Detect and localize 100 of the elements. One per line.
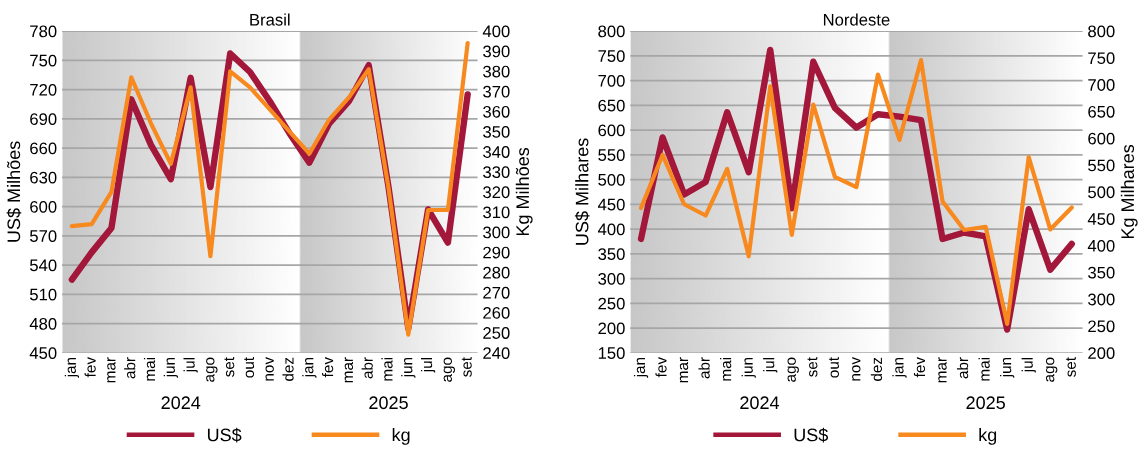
y-tick-label: 700 [598, 74, 625, 87]
y2-tick-label: 400 [1087, 239, 1115, 252]
x-tick-label: abr [698, 357, 710, 379]
y-tick-label: 570 [29, 230, 57, 242]
y-tick-label: 750 [598, 50, 625, 62]
y-tick-label: 550 [598, 149, 625, 161]
x-tick-label: fev [322, 357, 334, 378]
x-tick-label: ago [443, 357, 455, 382]
x-tick-label: jun [1000, 357, 1015, 378]
y-tick-label: 660 [30, 142, 57, 155]
y2-tick-label: 370 [483, 85, 510, 98]
text: 2024 [161, 396, 201, 410]
x-tick-label: fev [84, 357, 96, 378]
x-tick-label: jan [302, 357, 317, 378]
y2-tick-label: 260 [483, 306, 510, 319]
x-tick-label: abr [956, 357, 969, 379]
x-tick-label: ago [1045, 357, 1058, 382]
x-tick-label: jul [763, 357, 778, 373]
y-tick-label: 780 [30, 25, 57, 38]
x-tick-label: set [224, 357, 235, 377]
y-tick-label: 600 [30, 200, 57, 213]
y2-tick-label: 650 [1088, 105, 1115, 118]
chart-title: Brasil [250, 13, 290, 26]
y2-tick-label: 340 [483, 146, 510, 158]
y-tick-label: 200 [598, 322, 625, 335]
y-tick-label: 450 [29, 347, 57, 359]
x-tick-label: jun [741, 357, 756, 378]
y2-tick-label: 550 [1088, 159, 1115, 172]
x-tick-label: dez [870, 357, 883, 381]
y2-tick-label: 280 [483, 266, 510, 279]
y-tick-label: 300 [598, 272, 625, 285]
y2-tick-label: 800 [1088, 25, 1115, 38]
y2-tick-label: 450 [1087, 213, 1115, 225]
x-tick-label: mar [107, 357, 116, 383]
y-tick-label: 650 [598, 99, 625, 112]
x-tick-label: jan [633, 357, 649, 378]
x-tick-label: nov [265, 357, 274, 381]
x-tick-label: jun [163, 357, 178, 378]
chart-title: Nordeste [823, 13, 890, 26]
x-tick-label: mai [143, 357, 156, 381]
y2-axis-title: Kg Milhões [515, 147, 533, 236]
y2-tick-label: 200 [1088, 347, 1115, 359]
x-tick-label: mar [679, 357, 689, 383]
x-tick-label: set [461, 357, 472, 377]
y-tick-label: 480 [29, 317, 57, 330]
x-tick-label: abr [361, 357, 373, 379]
legend-label: US$ [207, 427, 242, 443]
y2-tick-label: 300 [483, 226, 510, 239]
y2-tick-label: 290 [483, 246, 510, 259]
legend-label: kg [979, 428, 997, 445]
y2-tick-label: 250 [483, 327, 510, 339]
y2-tick-label: 350 [483, 126, 510, 138]
y-tick-label: 750 [30, 54, 57, 67]
legend-label: kg [392, 428, 410, 445]
y2-tick-label: 330 [483, 166, 510, 179]
x-tick-label: mai [720, 357, 732, 381]
x-tick-label: out [244, 357, 255, 378]
x-tick-label: mar [938, 357, 947, 383]
y2-tick-label: 750 [1088, 52, 1115, 65]
y-tick-label: 630 [30, 171, 57, 184]
x-tick-label: jul [1021, 357, 1036, 373]
y-tick-label: 150 [598, 347, 625, 359]
y-tick-label: 720 [30, 83, 57, 96]
y2-tick-label: 380 [483, 65, 510, 78]
y-tick-label: 510 [29, 288, 57, 301]
y2-tick-label: 500 [1088, 186, 1115, 199]
x-tick-label: mai [381, 357, 393, 381]
x-tick-label: nov [852, 357, 861, 381]
y2-tick-label: 240 [483, 347, 510, 359]
text: 2025 [369, 396, 408, 410]
x-tick-label: set [1065, 357, 1076, 377]
x-tick-label: mai [978, 357, 990, 381]
x-tick-label: mar [344, 357, 354, 383]
x-tick-label: jul [183, 357, 198, 373]
x-tick-label: fev [913, 357, 926, 378]
legend-label: US$ [794, 427, 829, 443]
y-tick-label: 690 [30, 113, 57, 125]
y-tick-label: 250 [598, 297, 625, 310]
y2-tick-label: 400 [482, 25, 510, 38]
y2-tick-label: 350 [1088, 266, 1115, 279]
y2-tick-label: 390 [483, 45, 510, 58]
x-tick-label: jun [401, 357, 416, 378]
text: 2025 [966, 396, 1005, 410]
x-tick-label: dez [282, 357, 294, 381]
x-tick-label: set [807, 357, 818, 377]
y-tick-label: 400 [597, 223, 625, 236]
x-tick-label: jan [892, 357, 907, 378]
y-tick-label: 500 [598, 173, 625, 186]
y-tick-label: 540 [29, 259, 57, 272]
y-axis-title: US$ Milhares [574, 138, 590, 245]
y-tick-label: 600 [598, 124, 625, 137]
x-tick-label: abr [124, 357, 136, 379]
x-tick-label: jan [64, 357, 80, 378]
y2-tick-label: 600 [1088, 132, 1115, 145]
x-tick-label: out [828, 357, 839, 378]
y2-axis-title: Kg Milhares [1120, 144, 1138, 239]
y2-tick-label: 700 [1088, 79, 1115, 91]
y2-tick-label: 320 [483, 186, 510, 199]
y2-tick-label: 360 [483, 105, 510, 118]
text: 2024 [740, 396, 780, 410]
